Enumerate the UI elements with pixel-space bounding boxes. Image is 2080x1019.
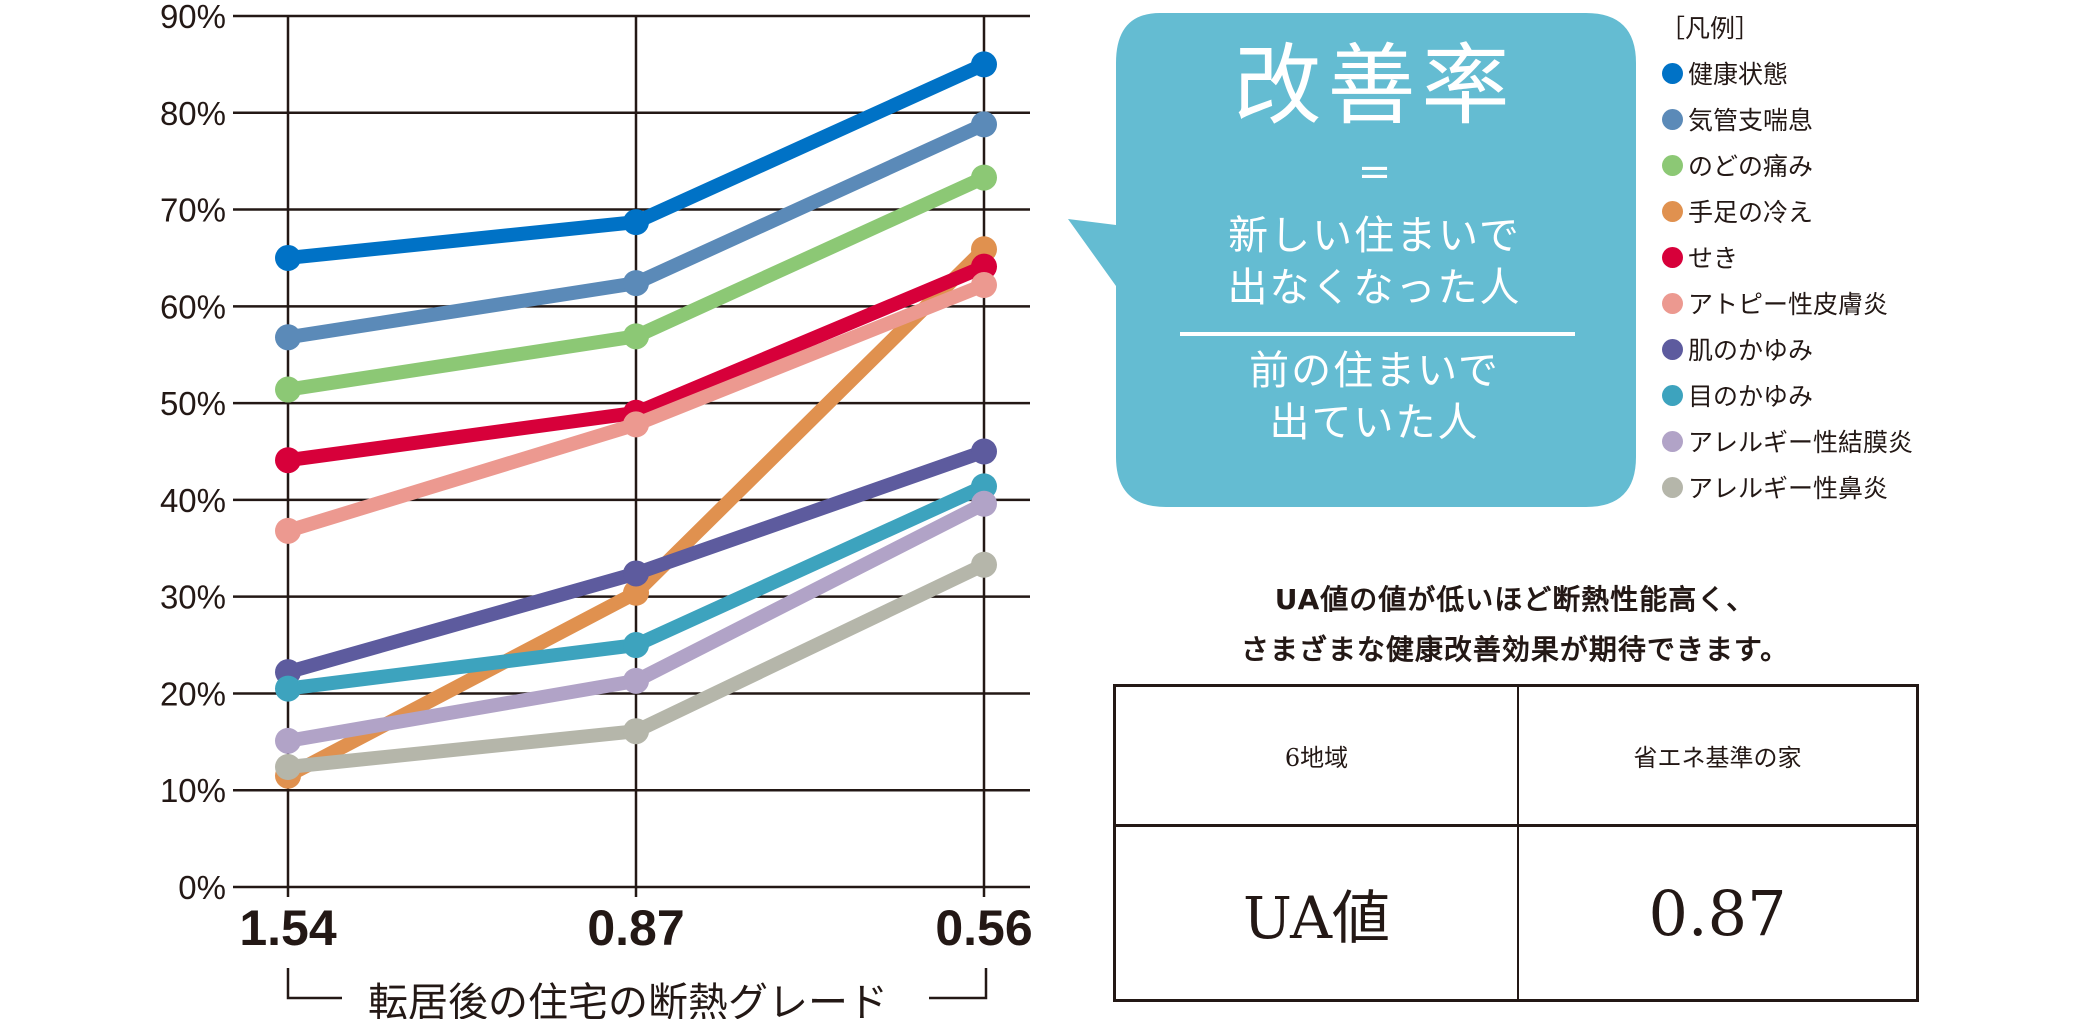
- data-point: [275, 244, 301, 271]
- numerator-line2: 出なくなった人: [1227, 265, 1522, 311]
- y-tick-label: 10%: [160, 772, 226, 809]
- legend-item: 手足の冷え: [1660, 188, 1913, 234]
- table-cell-ua-value: 0.87: [1648, 876, 1787, 950]
- series-2: [275, 164, 997, 403]
- legend-label: 目のかゆみ: [1688, 382, 1814, 411]
- legend-item: せき: [1660, 234, 1913, 280]
- table-cell-standard: 省エネ基準の家: [1519, 687, 1916, 827]
- denominator-line1: 前の住まいで: [1249, 348, 1500, 394]
- series-9: [275, 551, 997, 780]
- data-point: [275, 324, 301, 351]
- data-point: [623, 632, 649, 659]
- legend-item: 気管支喘息: [1660, 96, 1913, 142]
- callout-equals: =: [1357, 149, 1392, 195]
- data-point: [971, 253, 997, 280]
- data-point: [971, 490, 997, 517]
- data-point: [971, 164, 997, 191]
- denominator-line2: 出ていた人: [1269, 400, 1480, 446]
- legend-label: 肌のかゆみ: [1688, 336, 1814, 365]
- legend-marker: [1662, 246, 1683, 268]
- callout-denominator: 前の住まいで 出ていた人: [1112, 345, 1637, 449]
- note-line2: さまざまな健康改善効果が期待できます。: [1240, 633, 1790, 666]
- y-tick-label: 90%: [160, 0, 226, 35]
- legend-item: アレルギー性鼻炎: [1660, 464, 1913, 510]
- table-cell-ua-label: UA値: [1116, 827, 1519, 999]
- legend-item: 目のかゆみ: [1660, 372, 1913, 418]
- x-tick-label: 1.54: [239, 900, 337, 956]
- data-point: [971, 438, 997, 465]
- data-point: [275, 675, 301, 702]
- legend-marker: [1662, 108, 1683, 130]
- legend-label: 手足の冷え: [1688, 198, 1814, 227]
- data-point: [623, 579, 649, 606]
- data-point: [623, 323, 649, 350]
- data-point: [275, 727, 301, 754]
- legend-marker: [1662, 384, 1683, 406]
- data-point: [275, 376, 301, 403]
- y-tick-label: 70%: [160, 192, 226, 229]
- x-tick-label: 0.87: [587, 900, 684, 956]
- legend-title: ［凡例］: [1660, 14, 1761, 43]
- numerator-line1: 新しい住まいで: [1228, 213, 1521, 259]
- legend-label: せき: [1688, 244, 1739, 273]
- x-axis-bracket: [286, 968, 988, 1000]
- data-point: [623, 209, 649, 236]
- y-tick-label: 30%: [160, 579, 226, 616]
- legend-item: アレルギー性結膜炎: [1660, 418, 1913, 464]
- legend-label: のどの痛み: [1688, 152, 1814, 181]
- data-point: [971, 272, 997, 299]
- data-point: [275, 517, 301, 544]
- series-0: [275, 51, 997, 271]
- x-tick-label: 0.56: [935, 900, 1032, 956]
- data-point: [623, 411, 649, 438]
- y-tick-label: 60%: [160, 288, 226, 325]
- legend-label: アトピー性皮膚炎: [1688, 290, 1889, 319]
- data-point: [275, 753, 301, 780]
- legend-item: 健康状態: [1660, 50, 1913, 96]
- data-point: [623, 667, 649, 694]
- table-cell-region: 6地域: [1116, 687, 1519, 827]
- legend-marker: [1662, 154, 1683, 176]
- legend-marker: [1662, 200, 1683, 222]
- data-point: [971, 51, 997, 78]
- legend-marker: [1662, 292, 1683, 314]
- note-line1: UA値の値が低いほど断熱性能高く、: [1274, 583, 1756, 616]
- series-1: [275, 111, 997, 351]
- ua-table: 6地域 省エネ基準の家 UA値 0.87: [1113, 684, 1919, 1002]
- callout-title: 改善率: [1233, 34, 1516, 137]
- y-tick-label: 0%: [178, 869, 226, 906]
- data-point: [623, 560, 649, 587]
- legend-label: 気管支喘息: [1688, 106, 1814, 135]
- series-8: [275, 490, 997, 754]
- line-chart: 0% 10% 20% 30% 40% 50% 60% 70% 80% 90% 1.54 0.87 0.5…: [160, 0, 1033, 1019]
- x-axis-label: 転居後の住宅の断熱グレード: [368, 980, 888, 1019]
- series-5: [275, 272, 997, 544]
- legend-item: アトピー性皮膚炎: [1660, 280, 1913, 326]
- legend-label: アレルギー性鼻炎: [1688, 474, 1889, 503]
- callout-shape: [1068, 13, 1636, 507]
- ua-note: UA値の値が低いほど断熱性能高く、 さまざまな健康改善効果が期待できます。: [1110, 575, 1920, 675]
- y-tick-label: 80%: [160, 95, 226, 132]
- data-point: [971, 111, 997, 138]
- y-tick-label: 40%: [160, 482, 226, 519]
- legend-label: 健康状態: [1688, 60, 1789, 89]
- data-point: [623, 270, 649, 297]
- y-tick-label: 20%: [160, 675, 226, 712]
- legend-marker: [1662, 338, 1683, 360]
- legend-marker: [1662, 62, 1683, 84]
- chart-legend: ［凡例］ 健康状態気管支喘息のどの痛み手足の冷えせきアトピー性皮膚炎 肌のかゆみ目…: [1660, 10, 1913, 510]
- data-point: [971, 551, 997, 578]
- callout-bubble: [1068, 13, 1636, 507]
- legend-marker: [1662, 476, 1683, 498]
- legend-label: アレルギー性結膜炎: [1688, 428, 1914, 457]
- legend-marker: [1662, 430, 1683, 452]
- data-point: [275, 447, 301, 474]
- legend-item: のどの痛み: [1660, 142, 1913, 188]
- data-point: [623, 718, 649, 745]
- y-tick-label: 50%: [160, 385, 226, 422]
- callout-numerator: 新しい住まいで 出なくなった人: [1112, 210, 1637, 314]
- legend-item: 肌のかゆみ: [1660, 326, 1913, 372]
